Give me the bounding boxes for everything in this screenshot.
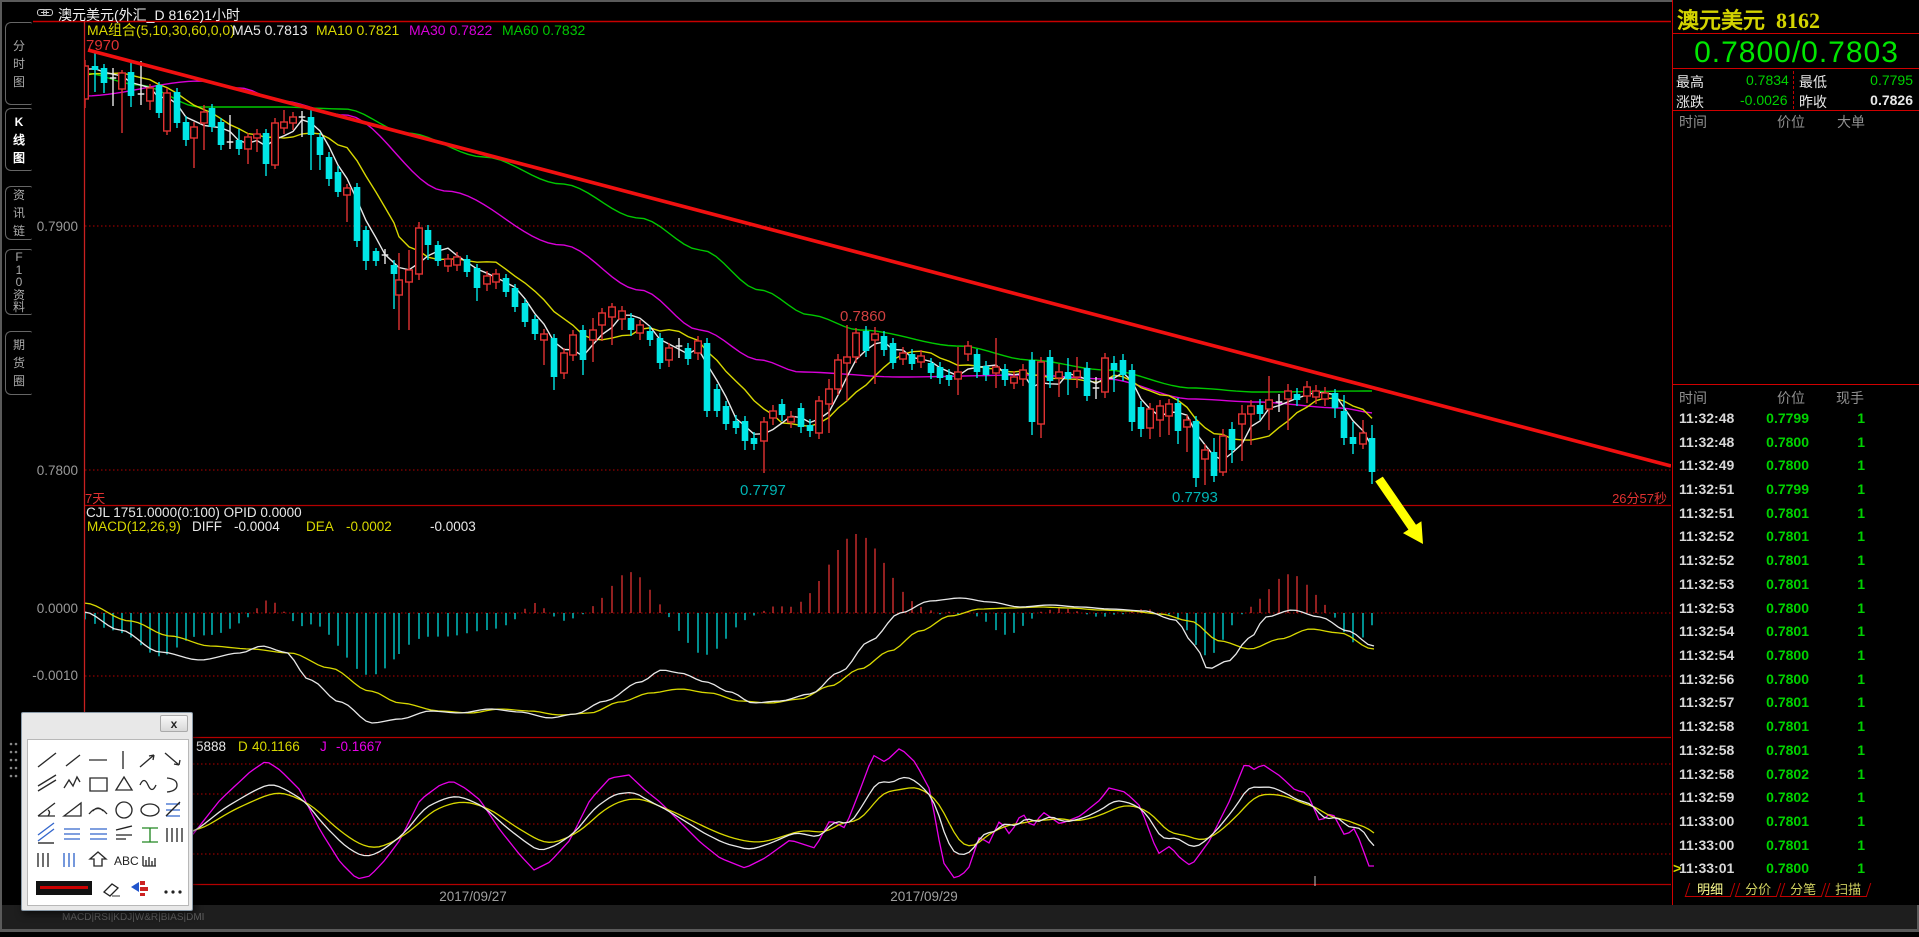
svg-text:MA组合(5,10,30,60,0,0): MA组合(5,10,30,60,0,0): [87, 22, 235, 38]
svg-text:MA30 0.7822: MA30 0.7822: [409, 22, 492, 38]
svg-text:7970: 7970: [86, 37, 119, 54]
svg-text:0.7797: 0.7797: [740, 482, 786, 499]
svg-text:-0.0004: -0.0004: [234, 519, 280, 534]
svg-text:-0.1667: -0.1667: [336, 739, 382, 754]
svg-text:MA60 0.7832: MA60 0.7832: [502, 22, 585, 38]
svg-text:0.7793: 0.7793: [1172, 489, 1218, 506]
svg-text:CJL 1751.0000(0:100) OPID: CJL 1751.0000(0:100) OPID 0.0000: [86, 505, 302, 520]
svg-text:ABC: ABC: [114, 854, 139, 868]
svg-text:0.7860: 0.7860: [840, 308, 886, 325]
svg-text:7天: 7天: [85, 491, 105, 506]
svg-text:MACD(12,26,9): MACD(12,26,9): [87, 519, 181, 534]
svg-text:MA10 0.7821: MA10 0.7821: [316, 22, 399, 38]
svg-text:MA5 0.7813: MA5 0.7813: [232, 22, 308, 38]
svg-text:DEA: DEA: [306, 519, 334, 534]
svg-text:40.1166: 40.1166: [252, 739, 300, 754]
svg-text:J: J: [320, 739, 327, 754]
svg-text:2017/09/27: 2017/09/27: [439, 889, 507, 904]
svg-text:-0.0003: -0.0003: [430, 519, 476, 534]
svg-text:2017/09/29: 2017/09/29: [890, 889, 958, 904]
svg-text:DIFF: DIFF: [192, 519, 222, 534]
svg-text:-0.0002: -0.0002: [346, 519, 392, 534]
svg-text:26分57秒: 26分57秒: [1612, 491, 1667, 506]
svg-text:D: D: [238, 739, 248, 754]
svg-text:5888: 5888: [196, 739, 226, 754]
